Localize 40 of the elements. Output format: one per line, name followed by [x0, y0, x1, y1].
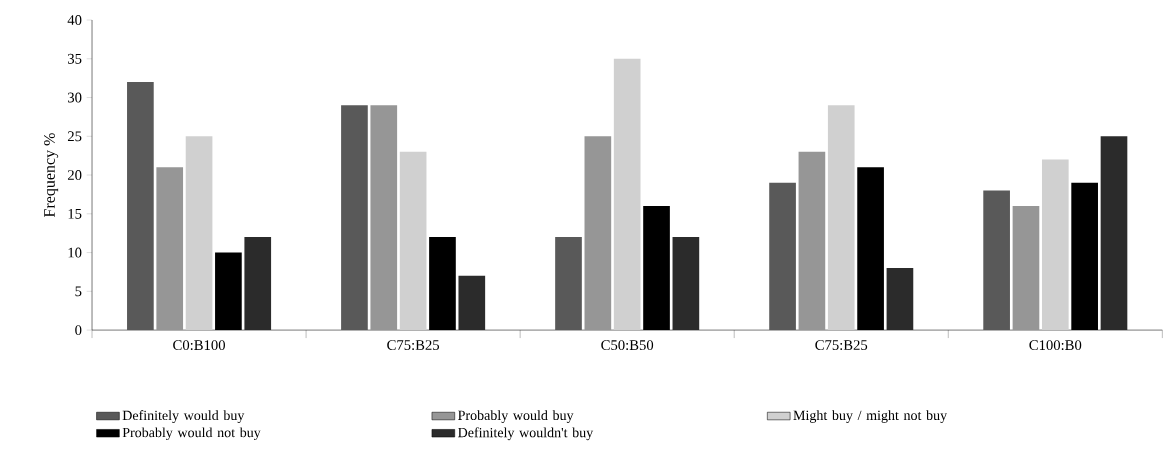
bar [127, 81, 154, 331]
bar [341, 105, 368, 331]
y-tick-label: 25 [67, 131, 82, 142]
bar [1041, 159, 1069, 331]
x-tick-label: C100:B0 [1029, 340, 1082, 351]
legend-label: Definitely wouldn't buy [458, 427, 594, 441]
bar [798, 151, 826, 331]
bar [555, 237, 582, 331]
bar [613, 58, 641, 331]
x-tick-label: C75:B25 [815, 340, 868, 350]
bar [399, 151, 427, 331]
y-tick-label: 35 [68, 53, 82, 64]
bar [1012, 205, 1040, 331]
legend-label: Probably would not buy [122, 427, 261, 441]
x-tick-label: C0:B100 [173, 340, 225, 351]
bar [672, 237, 700, 331]
legend-label: Might buy / might not buy [793, 410, 948, 423]
y-tick-label: 20 [67, 170, 82, 180]
bar [827, 105, 855, 331]
bar [769, 182, 796, 331]
y-tick-label: 5 [75, 286, 82, 297]
x-tick-label: C50:B50 [601, 340, 654, 351]
y-tick-label: 15 [68, 208, 82, 219]
bar [1100, 136, 1128, 331]
bar [370, 105, 398, 331]
bar [584, 136, 612, 331]
bar [886, 268, 914, 331]
bar [156, 167, 184, 331]
legend-label: Probably would buy [458, 410, 574, 423]
y-axis-title: Frequency % [44, 133, 59, 217]
bar [458, 275, 486, 331]
x-tick-label: C75:B25 [387, 340, 440, 350]
bar [244, 237, 272, 331]
y-tick-label: 10 [68, 247, 82, 258]
y-tick-label: 30 [68, 92, 82, 103]
y-tick-label: 0 [75, 325, 82, 335]
bar [983, 190, 1010, 331]
y-tick-label: 40 [67, 15, 82, 25]
legend-label: Definitely would buy [122, 410, 245, 423]
bar [185, 136, 213, 331]
